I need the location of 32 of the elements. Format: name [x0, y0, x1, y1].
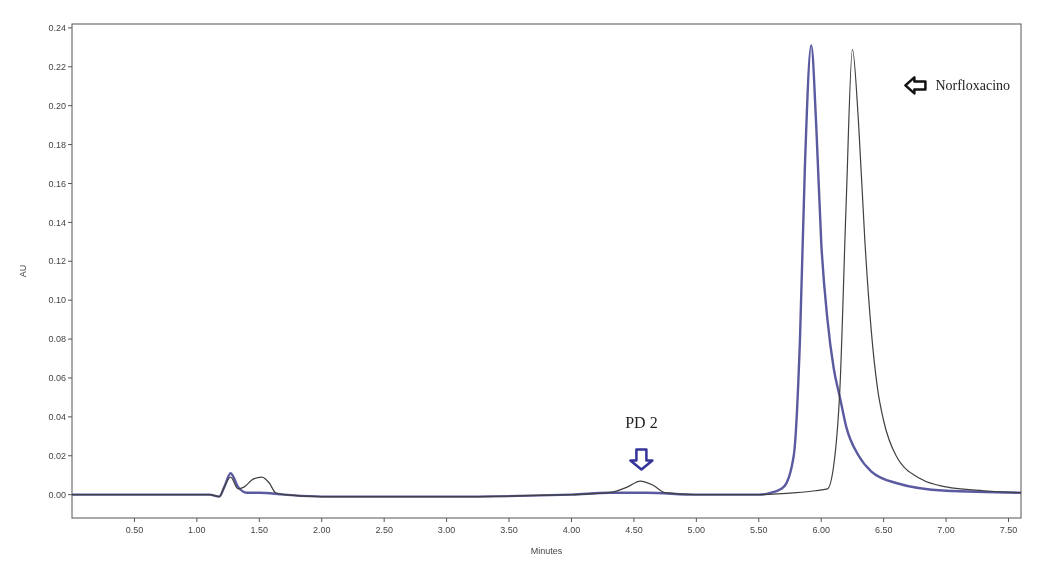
y-tick-label: 0.14 [48, 217, 66, 228]
annotation: PD 2 [625, 414, 658, 432]
y-tick-label: 0.22 [48, 61, 66, 72]
y-axis-title: AU [18, 264, 28, 278]
y-tick-label: 0.08 [48, 334, 66, 345]
x-tick-label: 7.00 [937, 525, 955, 535]
x-tick-label: 2.00 [312, 525, 331, 535]
y-tick-label: 0.24 [48, 23, 66, 34]
x-tick-label: 7.50 [999, 525, 1018, 535]
x-tick-label: 2.50 [375, 525, 393, 535]
x-tick-label: 0.50 [125, 525, 144, 535]
y-tick-label: 0.12 [48, 256, 66, 267]
x-tick-label: 4.50 [625, 525, 643, 535]
y-tick-label: 0.06 [48, 373, 66, 384]
x-tick-label: 5.50 [750, 525, 768, 535]
y-tick-label: 0.02 [48, 450, 66, 461]
x-tick-label: 4.00 [562, 525, 581, 535]
y-tick-label: 0.00 [48, 489, 66, 500]
y-tick-label: 0.04 [48, 412, 66, 423]
y-tick-label: 0.18 [48, 139, 66, 150]
x-tick-label: 3.00 [437, 525, 456, 535]
x-tick-label: 5.00 [687, 525, 706, 535]
x-tick-label: 6.50 [874, 525, 893, 535]
y-tick-label: 0.20 [48, 100, 66, 111]
y-tick-label: 0.10 [48, 295, 66, 306]
x-tick-label: 1.00 [188, 525, 206, 535]
x-tick-label: 6.00 [812, 525, 830, 535]
x-axis-title: Minutes [530, 546, 563, 556]
x-tick-label: 1.50 [250, 525, 269, 535]
x-tick-label: 3.50 [500, 525, 518, 535]
annotation: Norfloxacino [935, 78, 1011, 94]
y-tick-label: 0.16 [48, 178, 66, 189]
